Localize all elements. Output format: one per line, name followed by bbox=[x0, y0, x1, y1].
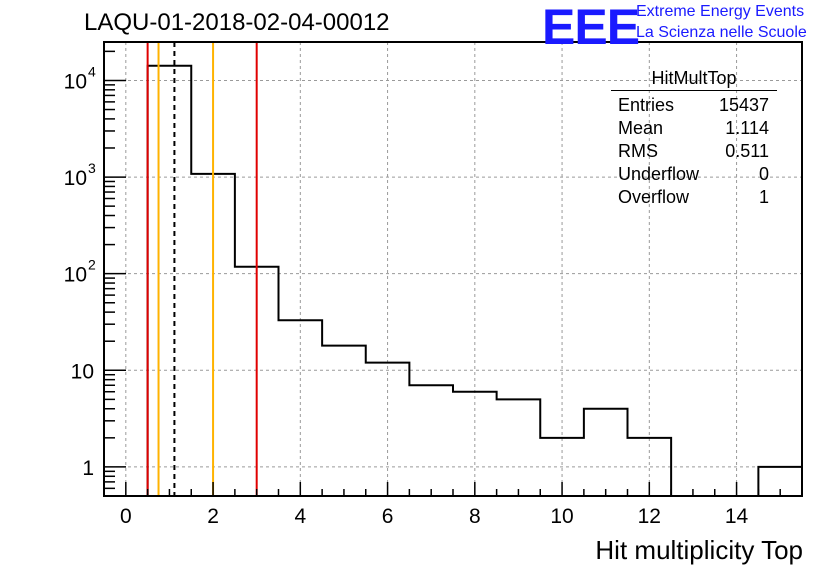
stats-value: 1 bbox=[758, 187, 769, 207]
y-tick-label: 10 bbox=[64, 70, 87, 93]
histogram-bin bbox=[453, 392, 497, 496]
y-tick-label: 1 bbox=[82, 457, 94, 480]
logo-line-2: La Scienza nelle Scuole bbox=[636, 24, 807, 41]
stats-value: 0 bbox=[758, 164, 769, 184]
chart-title: LAQU-01-2018-02-04-00012 bbox=[84, 9, 390, 36]
stats-label: Underflow bbox=[618, 164, 700, 184]
histogram-bin bbox=[148, 66, 192, 496]
y-tick-label: 10 bbox=[64, 264, 87, 287]
stats-box: HitMultTop Entries 15437 Mean 1.114 RMS … bbox=[611, 68, 777, 209]
x-tick-label: 6 bbox=[382, 505, 394, 528]
x-tick-label: 0 bbox=[120, 505, 132, 528]
x-tick-label: 4 bbox=[294, 505, 306, 528]
histogram-bin bbox=[409, 385, 453, 496]
histogram-outline bbox=[104, 64, 803, 497]
x-tick-label: 2 bbox=[207, 505, 219, 528]
stats-row-mean: Mean 1.114 bbox=[611, 117, 777, 140]
stats-value: 15437 bbox=[718, 95, 769, 115]
x-axis-label: Hit multiplicity Top bbox=[595, 535, 803, 565]
histogram-bin bbox=[497, 399, 541, 496]
stats-label: Entries bbox=[618, 95, 675, 115]
stats-label: Mean bbox=[618, 118, 664, 138]
eee-logo: EEE bbox=[542, 0, 640, 55]
x-tick-label: 12 bbox=[638, 505, 661, 528]
logo-line-1: Extreme Energy Events bbox=[636, 3, 805, 20]
stats-label: Overflow bbox=[618, 187, 690, 207]
y-tick-exponent: 3 bbox=[88, 160, 96, 176]
x-tick-label: 8 bbox=[469, 505, 481, 528]
histogram-bin bbox=[322, 346, 366, 496]
stats-title: HitMultTop bbox=[611, 68, 777, 91]
stats-row-overflow: Overflow 1 bbox=[611, 186, 777, 209]
stats-value: 1.114 bbox=[725, 118, 769, 138]
y-tick-exponent: 2 bbox=[88, 257, 96, 273]
histogram-bin bbox=[584, 409, 628, 496]
stats-row-rms: RMS 0.511 bbox=[611, 140, 777, 163]
stats-label: RMS bbox=[618, 141, 658, 161]
y-tick-exponent: 4 bbox=[88, 63, 96, 79]
stats-row-underflow: Underflow 0 bbox=[611, 163, 777, 186]
x-tick-label: 14 bbox=[725, 505, 749, 528]
stats-row-entries: Entries 15437 bbox=[611, 94, 777, 117]
histogram-bin bbox=[279, 320, 323, 496]
y-tick-label: 10 bbox=[64, 167, 87, 190]
x-tick-label: 10 bbox=[550, 505, 573, 528]
y-tick-label: 10 bbox=[71, 360, 94, 383]
histogram-bin bbox=[366, 363, 410, 496]
stats-value: 0.511 bbox=[725, 141, 769, 161]
